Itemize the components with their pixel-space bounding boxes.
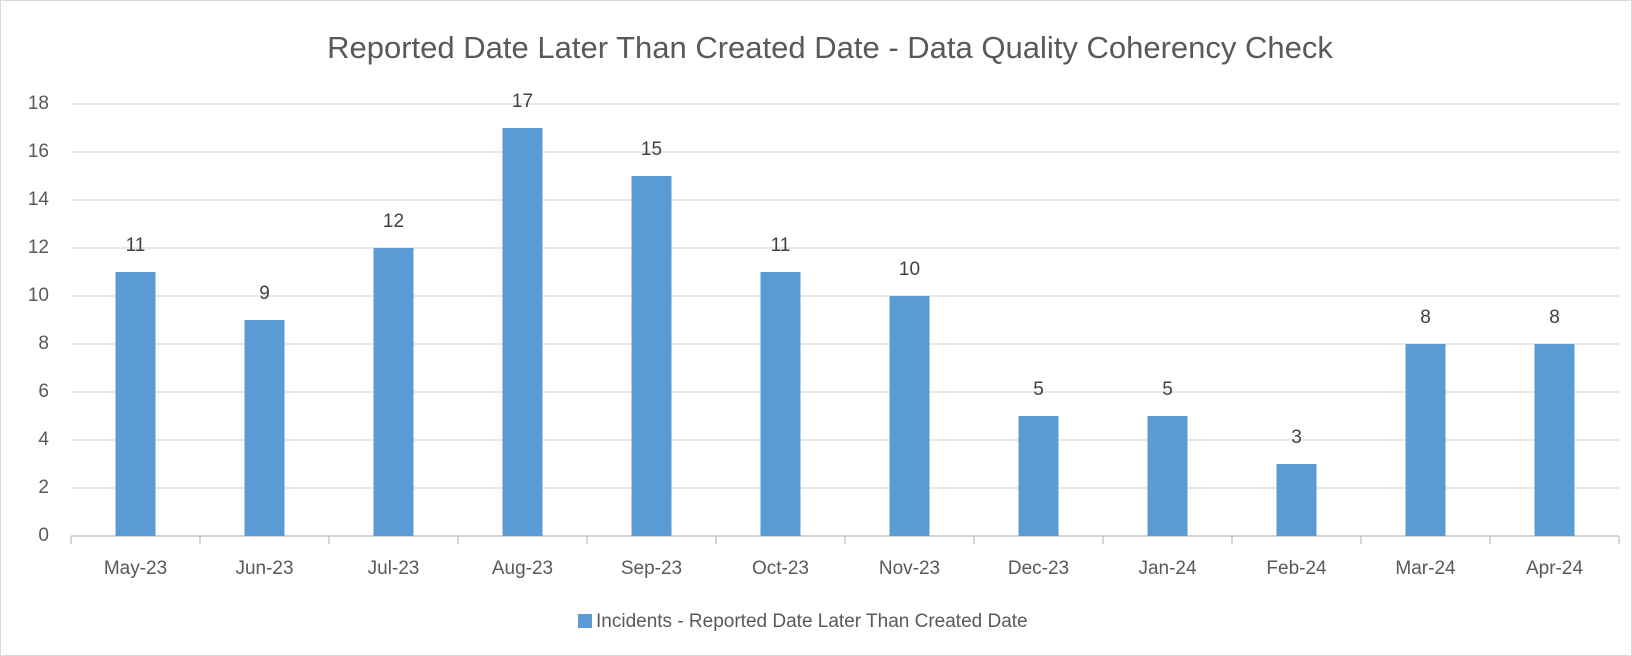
chart-title: Reported Date Later Than Created Date - … <box>327 30 1333 65</box>
x-tick-label: Dec-23 <box>1008 558 1069 579</box>
data-label: 10 <box>899 259 920 280</box>
data-label: 5 <box>1162 379 1173 400</box>
x-tick-label: Jan-24 <box>1138 558 1197 579</box>
bar <box>502 128 543 536</box>
x-tick-label: Jun-23 <box>235 558 293 579</box>
y-tick-label: 2 <box>38 477 49 498</box>
y-tick-label: 6 <box>38 381 49 402</box>
x-tick-label: Aug-23 <box>492 558 553 579</box>
y-tick-label: 12 <box>28 237 49 258</box>
bar <box>631 176 672 536</box>
data-label: 8 <box>1420 307 1431 328</box>
y-tick-label: 16 <box>28 141 49 162</box>
y-tick-label: 8 <box>38 333 49 354</box>
data-label: 8 <box>1549 307 1560 328</box>
bar <box>1147 416 1188 536</box>
bar <box>1276 464 1317 536</box>
bar <box>244 320 285 536</box>
y-tick-label: 4 <box>38 429 49 450</box>
x-tick-label: Jul-23 <box>368 558 420 579</box>
data-label: 5 <box>1033 379 1044 400</box>
x-tick-label: Mar-24 <box>1395 558 1456 579</box>
bar <box>115 272 156 536</box>
bar <box>889 296 930 536</box>
x-tick-label: Apr-24 <box>1526 558 1583 579</box>
x-tick-label: Nov-23 <box>879 558 940 579</box>
bar <box>760 272 801 536</box>
bar <box>1534 344 1575 536</box>
data-label: 12 <box>383 211 404 232</box>
data-label: 9 <box>259 283 270 304</box>
bar <box>1405 344 1446 536</box>
legend-label: Incidents - Reported Date Later Than Cre… <box>596 611 1028 632</box>
x-tick-label: Feb-24 <box>1266 558 1327 579</box>
y-tick-label: 18 <box>28 93 49 114</box>
y-tick-label: 14 <box>28 189 50 210</box>
y-tick-label: 0 <box>38 525 49 546</box>
x-tick-label: Oct-23 <box>752 558 809 579</box>
bar <box>1018 416 1059 536</box>
data-label: 11 <box>771 235 791 256</box>
x-tick-label: May-23 <box>104 558 167 579</box>
data-label: 3 <box>1291 427 1302 448</box>
data-label: 15 <box>641 139 662 160</box>
legend-swatch <box>578 614 592 628</box>
x-tick-label: Sep-23 <box>621 558 682 579</box>
y-tick-label: 10 <box>28 285 49 306</box>
data-label: 11 <box>126 235 146 256</box>
bar <box>373 248 414 536</box>
data-label: 17 <box>512 91 533 112</box>
